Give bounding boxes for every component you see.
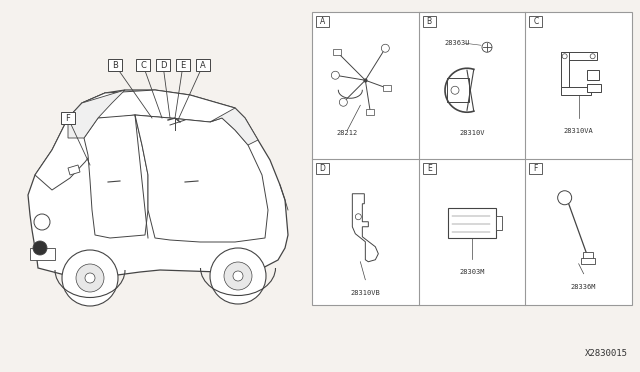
Text: E: E	[180, 61, 186, 70]
Text: B: B	[427, 17, 432, 26]
Text: 28212: 28212	[337, 130, 358, 136]
Bar	[561, 87, 591, 95]
FancyBboxPatch shape	[61, 112, 75, 124]
FancyBboxPatch shape	[529, 163, 542, 173]
Circle shape	[482, 42, 492, 52]
Polygon shape	[84, 115, 148, 238]
Bar	[561, 52, 569, 87]
Circle shape	[62, 250, 118, 306]
Circle shape	[233, 271, 243, 281]
Polygon shape	[353, 194, 378, 262]
Text: A: A	[200, 61, 206, 70]
Circle shape	[562, 54, 567, 59]
Bar	[587, 70, 598, 80]
Text: X2830015: X2830015	[585, 349, 628, 358]
Text: 28303M: 28303M	[460, 269, 484, 275]
Circle shape	[34, 214, 50, 230]
FancyBboxPatch shape	[316, 16, 329, 27]
Text: F: F	[534, 164, 538, 173]
Polygon shape	[35, 93, 105, 190]
Circle shape	[355, 214, 362, 220]
Text: D: D	[160, 61, 166, 70]
Polygon shape	[82, 90, 235, 122]
Circle shape	[224, 262, 252, 290]
FancyBboxPatch shape	[156, 59, 170, 71]
Text: 28336M: 28336M	[571, 284, 596, 290]
Bar	[580, 258, 595, 264]
Bar	[383, 85, 391, 91]
Circle shape	[76, 264, 104, 292]
Text: 28310VA: 28310VA	[564, 128, 593, 134]
FancyBboxPatch shape	[176, 59, 190, 71]
Circle shape	[451, 86, 459, 94]
Bar	[30, 248, 55, 260]
Bar	[587, 84, 601, 92]
Polygon shape	[135, 115, 268, 242]
Text: 28363U: 28363U	[444, 40, 470, 46]
Bar	[561, 52, 596, 60]
Bar	[582, 252, 593, 260]
Bar	[333, 49, 341, 55]
Circle shape	[557, 191, 572, 205]
Text: B: B	[112, 61, 118, 70]
FancyBboxPatch shape	[422, 163, 436, 173]
FancyBboxPatch shape	[316, 163, 329, 173]
Bar	[447, 78, 469, 102]
Bar	[448, 208, 496, 238]
Text: C: C	[140, 61, 146, 70]
Circle shape	[590, 54, 595, 59]
FancyBboxPatch shape	[196, 59, 210, 71]
Polygon shape	[68, 90, 125, 138]
Bar	[496, 216, 502, 230]
Circle shape	[85, 273, 95, 283]
FancyBboxPatch shape	[529, 16, 542, 27]
Text: A: A	[320, 17, 325, 26]
Text: E: E	[427, 164, 431, 173]
Bar	[366, 109, 374, 115]
FancyBboxPatch shape	[136, 59, 150, 71]
Circle shape	[33, 241, 47, 255]
Circle shape	[332, 71, 339, 79]
Circle shape	[210, 248, 266, 304]
Bar	[312, 12, 632, 305]
FancyBboxPatch shape	[422, 16, 436, 27]
Polygon shape	[28, 90, 288, 278]
Text: 28310VB: 28310VB	[351, 290, 380, 296]
Circle shape	[339, 98, 348, 106]
Text: 28310V: 28310V	[460, 130, 484, 136]
Polygon shape	[68, 165, 80, 175]
Text: D: D	[319, 164, 325, 173]
Text: F: F	[65, 113, 70, 122]
FancyBboxPatch shape	[108, 59, 122, 71]
Circle shape	[381, 44, 389, 52]
Text: C: C	[533, 17, 538, 26]
Polygon shape	[210, 108, 258, 145]
